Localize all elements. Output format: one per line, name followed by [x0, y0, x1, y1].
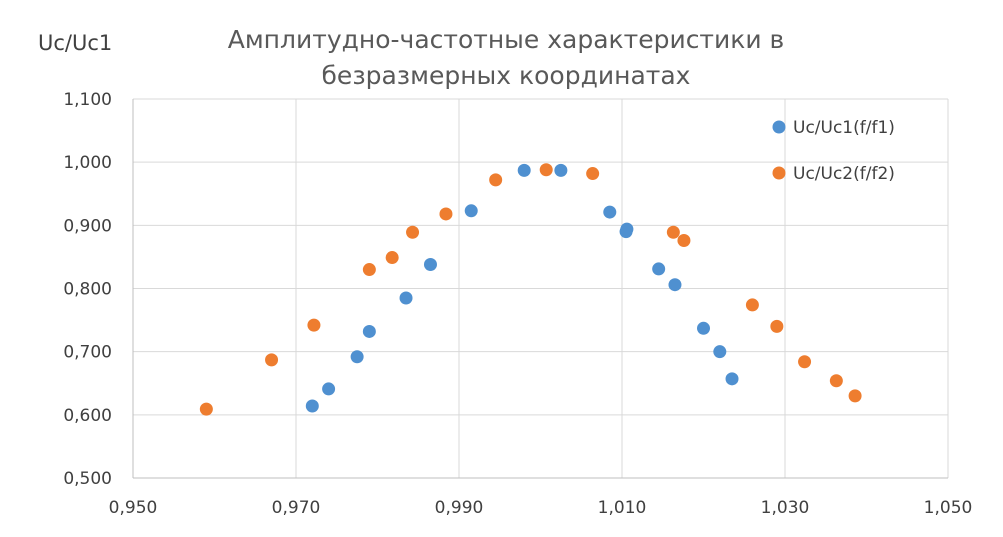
y-tick-label: 0,500 — [63, 469, 112, 489]
y-axis-label: Uc/Uc1 — [38, 31, 112, 55]
point-series-2 — [362, 263, 376, 277]
data-points — [199, 163, 862, 416]
point-series-1 — [697, 321, 710, 335]
x-tick-label: 0,990 — [435, 498, 484, 518]
point-series-2 — [829, 374, 843, 388]
y-tick-label: 1,100 — [63, 90, 112, 110]
point-series-1 — [713, 345, 727, 359]
point-series-2 — [798, 355, 812, 369]
point-series-2 — [677, 233, 691, 247]
point-series-2 — [265, 353, 279, 367]
legend-label-1: Uc/Uc1(f/f1) — [793, 118, 895, 138]
point-series-1 — [725, 372, 739, 386]
point-series-1 — [668, 278, 682, 292]
point-series-2 — [406, 225, 420, 239]
y-tick-label: 0,600 — [63, 406, 112, 426]
legend: Uc/Uc1(f/f1) Uc/Uc2(f/f2) — [772, 118, 895, 184]
point-series-2 — [539, 163, 553, 177]
y-tick-label: 0,800 — [63, 280, 112, 300]
y-tick-label: 0,700 — [63, 343, 112, 363]
point-series-1 — [399, 291, 413, 305]
x-tick-label: 0,970 — [272, 498, 321, 518]
point-series-2 — [199, 402, 213, 416]
x-tick-label: 0,950 — [109, 498, 158, 518]
point-series-1 — [305, 399, 319, 413]
point-series-1 — [517, 163, 531, 177]
point-series-1 — [423, 257, 437, 271]
point-series-2 — [745, 298, 759, 312]
chart-title-line-1: Амплитудно-частотные характеристики в — [228, 25, 785, 54]
point-series-2 — [385, 251, 399, 265]
point-series-2 — [307, 318, 321, 332]
point-series-1 — [464, 204, 478, 218]
legend-marker-2 — [772, 166, 786, 180]
point-series-1 — [350, 350, 364, 364]
x-tick-label: 1,050 — [924, 498, 973, 518]
legend-marker-1 — [772, 120, 786, 134]
point-series-1 — [554, 163, 568, 177]
point-series-1 — [322, 382, 336, 396]
point-series-1 — [603, 205, 617, 219]
x-tick-label: 1,010 — [598, 498, 647, 518]
point-series-2 — [770, 319, 784, 333]
point-series-2 — [586, 167, 600, 181]
point-series-1 — [652, 262, 666, 276]
legend-label-2: Uc/Uc2(f/f2) — [793, 164, 895, 184]
y-tick-label: 0,900 — [63, 216, 112, 236]
x-tick-label: 1,030 — [761, 498, 810, 518]
point-series-2 — [489, 173, 503, 187]
point-series-2 — [848, 389, 862, 403]
y-tick-label: 1,000 — [63, 153, 112, 173]
point-series-1 — [620, 222, 634, 236]
point-series-1 — [362, 324, 376, 338]
axes: 0,500 0,600 0,700 0,800 0,900 1,000 1,100 0,950… — [63, 90, 972, 518]
chart-title-line-2: безразмерных координатах — [322, 61, 691, 90]
point-series-2 — [666, 225, 680, 239]
point-series-2 — [439, 207, 453, 221]
grid — [133, 98, 949, 478]
